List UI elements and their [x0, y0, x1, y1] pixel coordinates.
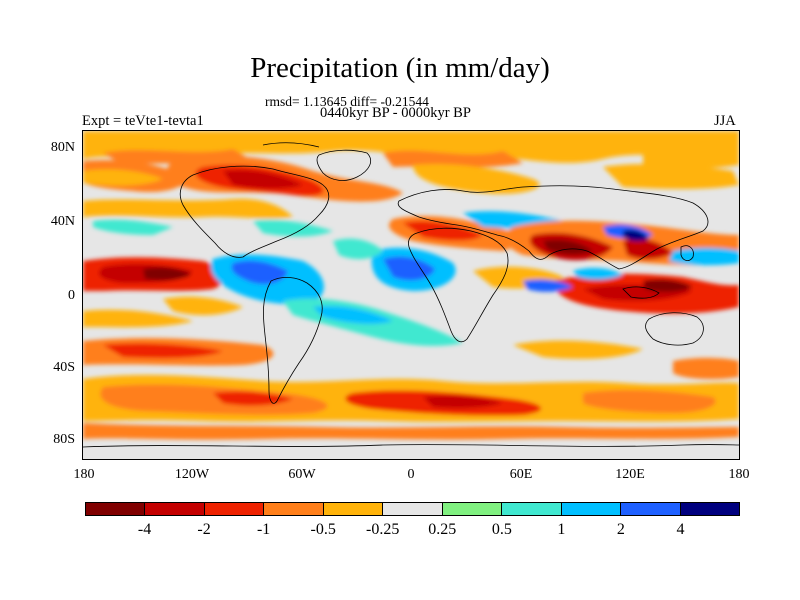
colorbar-swatch: [383, 503, 443, 515]
lon-label-60e: 60E: [509, 467, 533, 482]
lat-label-40s: 40S: [53, 360, 75, 375]
colorbar-label: -0.25: [366, 521, 400, 538]
lon-label-180e: 180: [728, 467, 750, 482]
colorbar-swatch: [442, 503, 503, 515]
lat-label-equator: 0: [68, 288, 75, 303]
colorbar-swatch: [621, 503, 681, 515]
season-label: JJA: [714, 113, 736, 129]
colorbar-label: -1: [256, 521, 271, 538]
precip-anomaly-field: [83, 131, 739, 440]
lon-label-120e: 120E: [615, 467, 645, 482]
colorbar-label: -2: [197, 521, 211, 538]
plot-title: Precipitation (in mm/day): [250, 52, 550, 84]
colorbar-swatch: [86, 503, 146, 515]
colorbar-label: 0.5: [491, 521, 512, 538]
world-coastline-icon: [83, 142, 739, 448]
lat-label-40n: 40N: [50, 214, 75, 229]
colorbar-swatch: [502, 503, 562, 515]
colorbar-swatch: [145, 503, 205, 515]
period-subtitle: 0440kyr BP - 0000kyr BP: [320, 105, 471, 121]
colorbar-label: 1: [557, 521, 566, 538]
precipitation-map: [82, 130, 740, 460]
colorbar-label: -0.5: [310, 521, 336, 538]
colorbar-label: 2: [616, 521, 625, 538]
lon-label-180w: 180: [73, 467, 95, 482]
stats-subtitle: rmsd= 1.13645 diff= -0.21544: [265, 94, 429, 109]
colorbar-label: 4: [676, 521, 685, 538]
colorbar-label: 0.25: [428, 521, 457, 538]
lon-label-60w: 60W: [288, 467, 316, 482]
colorbar-swatch: [264, 503, 324, 515]
colorbar: [85, 502, 740, 516]
lon-label-120w: 120W: [174, 467, 210, 482]
lat-label-80s: 80S: [53, 432, 75, 447]
colorbar-swatch: [680, 503, 739, 515]
lat-label-80n: 80N: [50, 140, 75, 155]
map-canvas: [83, 131, 739, 459]
experiment-label: Expt = teVte1-tevta1: [82, 113, 204, 129]
lon-label-0: 0: [407, 467, 415, 482]
colorbar-swatch: [561, 503, 622, 515]
colorbar-swatch: [323, 503, 384, 515]
colorbar-label: -4: [137, 521, 152, 538]
colorbar-swatch: [204, 503, 265, 515]
